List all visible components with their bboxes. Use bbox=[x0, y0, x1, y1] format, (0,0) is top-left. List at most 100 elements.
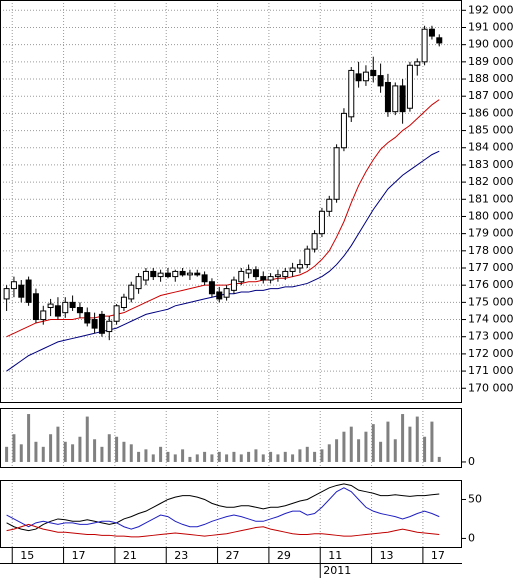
volume-bar bbox=[144, 449, 148, 462]
y-tick-label: 182 000 bbox=[468, 175, 514, 188]
candle-body bbox=[164, 272, 171, 278]
volume-bar bbox=[232, 451, 236, 462]
volume-bar bbox=[239, 454, 243, 462]
candle-body bbox=[245, 269, 252, 274]
y-tick-label: 174 000 bbox=[468, 313, 514, 326]
candle-body bbox=[98, 313, 105, 334]
y-tick-label: 184 000 bbox=[468, 141, 514, 154]
y-tick-label: 191 000 bbox=[468, 20, 514, 33]
candle-body bbox=[289, 267, 296, 272]
volume-bar bbox=[437, 456, 441, 462]
indicator-line bbox=[6, 487, 440, 530]
candle-body bbox=[135, 276, 142, 290]
volume-bar bbox=[5, 446, 9, 462]
candle-body bbox=[106, 320, 113, 333]
candle-body bbox=[69, 301, 76, 309]
volume-bar bbox=[276, 454, 280, 462]
volume-bar bbox=[115, 436, 119, 462]
candle-body bbox=[201, 274, 208, 283]
y-tick-label: 0 bbox=[468, 531, 475, 544]
candle-body bbox=[223, 288, 230, 298]
volume-bar bbox=[49, 434, 53, 462]
volume-bar bbox=[195, 454, 199, 462]
candle-body bbox=[414, 61, 421, 66]
volume-bar bbox=[298, 449, 302, 462]
candle-body bbox=[252, 269, 259, 278]
y-tick-label: 50 bbox=[468, 492, 482, 505]
panel-frame bbox=[0, 480, 462, 548]
candle-body bbox=[377, 75, 384, 87]
candle-body bbox=[76, 307, 83, 314]
candle-body bbox=[384, 81, 391, 113]
candle-body bbox=[91, 319, 98, 329]
candle-body bbox=[392, 85, 399, 113]
volume-bar bbox=[357, 439, 361, 462]
volume-bar bbox=[415, 416, 419, 462]
y-tick-label: 192 000 bbox=[468, 3, 514, 16]
y-tick-label: 183 000 bbox=[468, 158, 514, 171]
volume-bar bbox=[364, 431, 368, 462]
candle-body bbox=[348, 69, 355, 118]
candle-body bbox=[406, 64, 413, 109]
candle-body bbox=[40, 310, 47, 321]
panel-frame bbox=[0, 408, 462, 468]
volume-bar bbox=[305, 446, 309, 462]
candle-body bbox=[238, 270, 245, 283]
volume-bar bbox=[401, 414, 405, 462]
candle-body bbox=[230, 279, 237, 291]
x-tick-label: 13 bbox=[380, 549, 394, 562]
volume-bar bbox=[283, 451, 287, 462]
volume-bar bbox=[173, 454, 177, 462]
volume-bar bbox=[137, 451, 141, 462]
candle-body bbox=[370, 69, 377, 77]
volume-bar bbox=[93, 439, 97, 462]
y-tick-label: 187 000 bbox=[468, 89, 514, 102]
candle-body bbox=[282, 270, 289, 278]
volume-bar bbox=[247, 451, 251, 462]
y-tick-label: 180 000 bbox=[468, 209, 514, 222]
candle-body bbox=[311, 233, 318, 250]
y-tick-label: 189 000 bbox=[468, 55, 514, 68]
y-tick-label: 175 000 bbox=[468, 295, 514, 308]
volume-bar bbox=[386, 421, 390, 462]
candle-body bbox=[326, 198, 333, 212]
volume-bar bbox=[27, 414, 31, 462]
volume-bar bbox=[342, 431, 346, 462]
candle-body bbox=[421, 28, 428, 63]
volume-bar bbox=[379, 441, 383, 462]
x-tick-label: 23 bbox=[174, 549, 188, 562]
y-tick-label: 179 000 bbox=[468, 227, 514, 240]
volume-bar bbox=[85, 416, 89, 462]
candle-body bbox=[47, 303, 54, 309]
candle-body bbox=[142, 270, 149, 281]
candle-body bbox=[18, 284, 25, 298]
volume-bar bbox=[320, 449, 324, 462]
volume-bar bbox=[203, 451, 207, 462]
candle-body bbox=[3, 288, 10, 300]
y-tick-label: 190 000 bbox=[468, 38, 514, 51]
candle-body bbox=[194, 272, 201, 276]
volume-bar bbox=[63, 441, 67, 462]
indicator-line bbox=[6, 483, 440, 532]
volume-bar bbox=[56, 426, 60, 462]
volume-bar bbox=[181, 449, 185, 462]
volume-bar bbox=[210, 454, 214, 462]
candle-body bbox=[216, 291, 223, 300]
y-tick-label: 173 000 bbox=[468, 330, 514, 343]
candle-body bbox=[54, 305, 61, 317]
moving-average-line bbox=[6, 150, 440, 372]
candle-body bbox=[260, 276, 267, 281]
volume-bar bbox=[254, 449, 258, 462]
moving-average-line bbox=[6, 99, 440, 338]
y-tick-label: 171 000 bbox=[468, 364, 514, 377]
x-tick-label: 11 bbox=[328, 549, 342, 562]
volume-bar bbox=[166, 451, 170, 462]
volume-bar bbox=[151, 454, 155, 462]
volume-bar bbox=[225, 454, 229, 462]
x-tick-label: 29 bbox=[277, 549, 291, 562]
candle-body bbox=[304, 248, 311, 266]
volume-bar bbox=[19, 444, 23, 462]
volume-bar bbox=[349, 426, 353, 462]
